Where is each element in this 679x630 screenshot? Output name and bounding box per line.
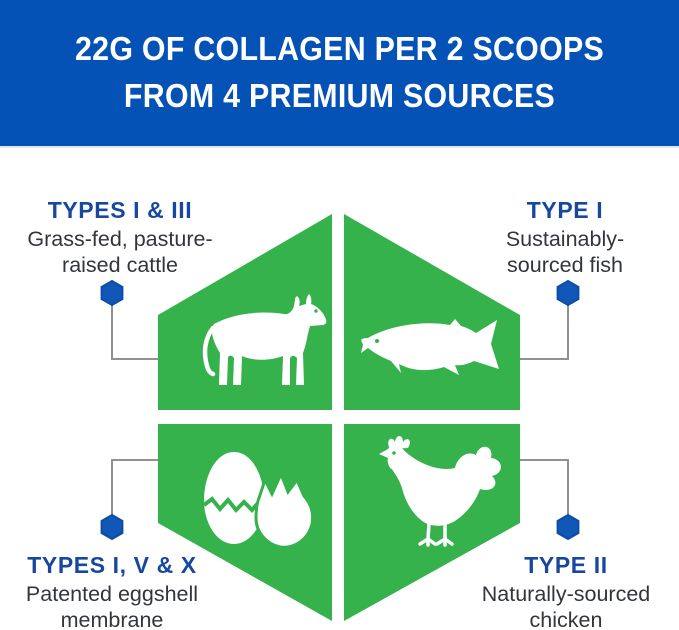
label-bottom-left-title: TYPES I, V & X (27, 552, 197, 578)
banner-title: 22G OF COLLAGEN PER 2 SCOOPS FROM 4 PREM… (74, 30, 604, 114)
connector-top-right (520, 303, 569, 360)
connector-lines (111, 303, 569, 515)
label-top-left: TYPES I & III Grass-fed, pasture- raised… (8, 198, 232, 279)
connector-bottom-left (111, 459, 158, 515)
marker-hexagon-top-right (556, 279, 580, 307)
marker-hexagon-bottom-left (100, 513, 124, 541)
label-top-left-title: TYPES I & III (47, 197, 193, 223)
cracked-eggs-icon (202, 452, 315, 549)
hexagon-markers (100, 279, 580, 541)
label-bottom-right-title: TYPE II (524, 552, 608, 578)
label-bottom-left: TYPES I, V & X Patented eggshell membran… (0, 553, 224, 630)
marker-hexagon-top-left (100, 279, 124, 307)
label-bottom-right: TYPE II Naturally-sourced chicken (454, 553, 678, 630)
marker-hexagon-bottom-right (556, 513, 580, 541)
chicken-icon (379, 436, 501, 547)
connector-top-left (111, 303, 158, 360)
label-bottom-right-description: Naturally-sourced chicken (481, 582, 651, 630)
label-top-right: TYPE I Sustainably- sourced fish (453, 198, 677, 279)
cow-icon (202, 294, 327, 385)
fish-icon (361, 319, 499, 375)
label-top-left-description: Grass-fed, pasture- raised cattle (27, 227, 213, 277)
header-banner: 22G OF COLLAGEN PER 2 SCOOPS FROM 4 PREM… (0, 0, 679, 148)
label-bottom-left-description: Patented eggshell membrane (25, 582, 199, 630)
label-top-right-title: TYPE I (526, 197, 604, 223)
label-top-right-description: Sustainably- sourced fish (505, 227, 625, 277)
connector-bottom-right (520, 459, 569, 515)
